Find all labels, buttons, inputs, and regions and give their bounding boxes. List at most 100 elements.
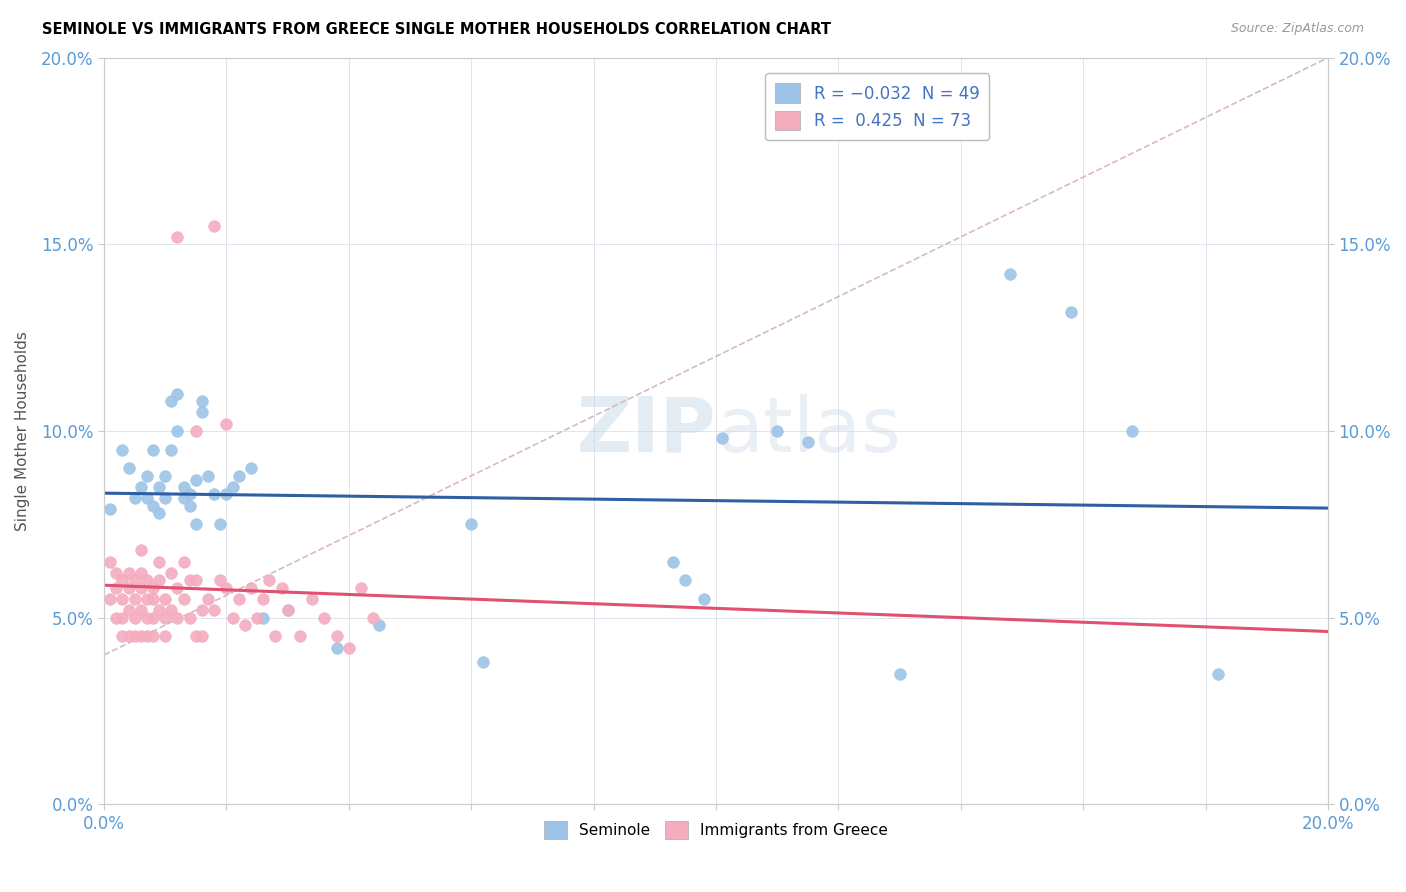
Point — [166, 230, 188, 244]
Point — [998, 267, 1021, 281]
Point — [129, 629, 152, 643]
Point — [191, 405, 214, 419]
Point — [117, 603, 139, 617]
Point — [155, 610, 177, 624]
Point — [111, 592, 134, 607]
Point — [460, 517, 482, 532]
Point — [155, 592, 177, 607]
Point — [166, 386, 188, 401]
Point — [472, 656, 495, 670]
Point — [129, 543, 152, 558]
Point — [1121, 424, 1143, 438]
Point — [221, 610, 243, 624]
Text: ZIP: ZIP — [576, 394, 716, 468]
Point — [202, 219, 225, 233]
Text: SEMINOLE VS IMMIGRANTS FROM GREECE SINGLE MOTHER HOUSEHOLDS CORRELATION CHART: SEMINOLE VS IMMIGRANTS FROM GREECE SINGL… — [42, 22, 831, 37]
Point — [252, 610, 274, 624]
Point — [363, 610, 385, 624]
Point — [277, 603, 299, 617]
Point — [889, 666, 911, 681]
Point — [105, 581, 128, 595]
Point — [184, 517, 207, 532]
Point — [215, 487, 238, 501]
Point — [160, 566, 183, 580]
Point — [129, 566, 152, 580]
Point — [111, 610, 134, 624]
Point — [124, 491, 146, 506]
Point — [160, 603, 183, 617]
Point — [325, 629, 347, 643]
Point — [105, 610, 128, 624]
Point — [142, 581, 165, 595]
Point — [135, 574, 157, 588]
Point — [350, 581, 373, 595]
Point — [246, 610, 269, 624]
Point — [111, 442, 134, 457]
Point — [135, 468, 157, 483]
Point — [135, 491, 157, 506]
Point — [105, 566, 128, 580]
Point — [191, 394, 214, 409]
Point — [270, 581, 292, 595]
Point — [766, 424, 789, 438]
Point — [98, 592, 121, 607]
Point — [215, 581, 238, 595]
Point — [197, 592, 219, 607]
Point — [124, 592, 146, 607]
Point — [98, 502, 121, 516]
Point — [209, 517, 232, 532]
Point — [173, 555, 195, 569]
Point — [711, 432, 734, 446]
Point — [160, 394, 183, 409]
Y-axis label: Single Mother Households: Single Mother Households — [15, 331, 30, 531]
Point — [98, 555, 121, 569]
Point — [288, 629, 311, 643]
Point — [173, 491, 195, 506]
Point — [259, 574, 281, 588]
Point — [124, 629, 146, 643]
Point — [117, 629, 139, 643]
Point — [148, 555, 170, 569]
Point — [148, 480, 170, 494]
Point — [142, 592, 165, 607]
Legend: Seminole, Immigrants from Greece: Seminole, Immigrants from Greece — [537, 815, 894, 846]
Point — [129, 603, 152, 617]
Point — [277, 603, 299, 617]
Point — [129, 581, 152, 595]
Point — [179, 610, 201, 624]
Point — [135, 629, 157, 643]
Point — [301, 592, 323, 607]
Point — [173, 592, 195, 607]
Point — [166, 610, 188, 624]
Point — [117, 461, 139, 475]
Point — [1206, 666, 1229, 681]
Point — [129, 480, 152, 494]
Point — [314, 610, 336, 624]
Point — [148, 506, 170, 520]
Point — [111, 574, 134, 588]
Point — [142, 610, 165, 624]
Point — [252, 592, 274, 607]
Point — [148, 574, 170, 588]
Point — [155, 468, 177, 483]
Point — [693, 592, 716, 607]
Point — [662, 555, 685, 569]
Text: atlas: atlas — [716, 394, 901, 468]
Point — [228, 468, 250, 483]
Point — [191, 603, 214, 617]
Point — [209, 574, 232, 588]
Point — [155, 491, 177, 506]
Point — [184, 424, 207, 438]
Point — [239, 461, 262, 475]
Point — [179, 499, 201, 513]
Point — [117, 566, 139, 580]
Point — [228, 592, 250, 607]
Point — [675, 574, 697, 588]
Point — [166, 581, 188, 595]
Point — [117, 581, 139, 595]
Point — [233, 618, 256, 632]
Point — [191, 629, 214, 643]
Point — [797, 435, 820, 450]
Point — [325, 640, 347, 655]
Point — [142, 629, 165, 643]
